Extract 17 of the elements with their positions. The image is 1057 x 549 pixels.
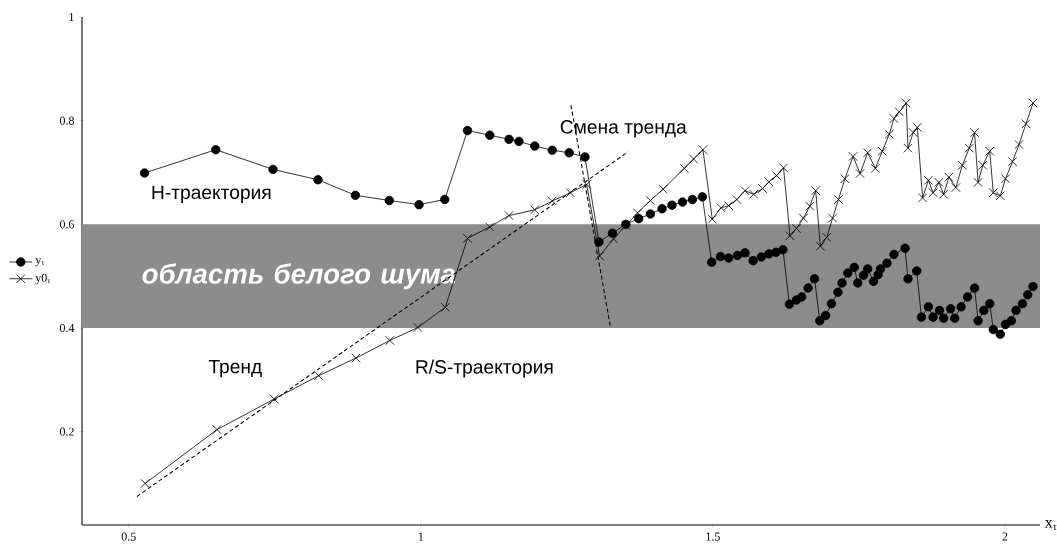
y-tick-label: 1 [69,13,74,21]
x-tick-label: 1.5 [706,532,720,541]
y-tick-label: 0.8 [59,116,74,125]
annotation: H-траектория [152,185,271,203]
legend-label: y0$_{τ}$ [35,273,51,285]
legend-label: y$_{τ}$ [35,258,45,267]
y-tick-label: 0.2 [59,427,74,436]
x-tick-label: 0.5 [121,532,136,541]
annotation: Смена тренда [560,120,687,138]
annotation: Тренд [208,359,262,378]
annotation: R/S-траектория [416,359,553,378]
x-tick-label: 1 [418,532,424,541]
y-tick-label: 0.6 [59,220,75,229]
x-tick-label: 2 [1002,532,1008,541]
x-axis-title: x$_{τ}$ [1044,520,1057,530]
y-tick-label: 0.4 [59,323,75,333]
band-label: область белого шума [142,263,456,290]
